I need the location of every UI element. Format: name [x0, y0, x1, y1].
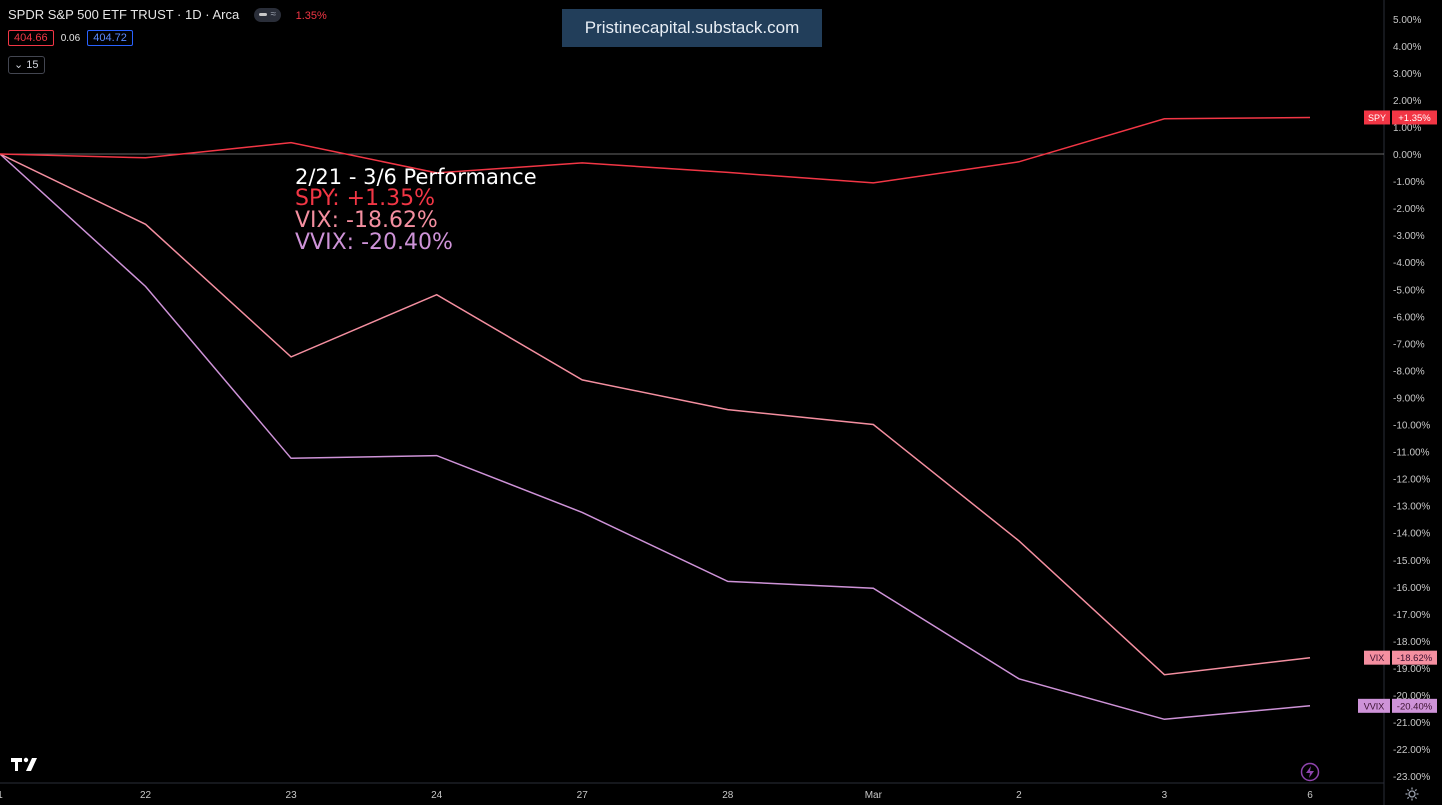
y-tick-label: -3.00%	[1393, 231, 1425, 242]
symbol-title[interactable]: SPDR S&P 500 ETF TRUST · 1D · Arca	[8, 7, 240, 22]
y-tick-label: -7.00%	[1393, 339, 1425, 350]
y-tick-label: -4.00%	[1393, 258, 1425, 269]
series-name-tag: SPY	[1368, 113, 1386, 123]
chevron-down-icon: ⌄	[14, 59, 24, 71]
y-tick-label: -12.00%	[1393, 475, 1430, 486]
series-name-tag-bg	[1358, 698, 1390, 713]
y-tick-label: -20.00%	[1393, 691, 1430, 702]
dash-icon	[258, 12, 267, 16]
y-tick-label: 3.00%	[1393, 69, 1421, 80]
y-tick-label: -14.00%	[1393, 529, 1430, 540]
series-value-tag: -18.62%	[1397, 653, 1433, 664]
series-value-tag-bg	[1392, 698, 1437, 713]
x-tick-label: 1	[0, 790, 3, 801]
y-tick-label: -13.00%	[1393, 502, 1430, 513]
y-tick-label: -17.00%	[1393, 610, 1430, 621]
y-tick-label: -2.00%	[1393, 204, 1425, 215]
series-value-tag: +1.35%	[1398, 113, 1431, 124]
buy-price-button[interactable]: 404.72	[87, 30, 133, 46]
y-tick-label: -16.00%	[1393, 583, 1430, 594]
price-change: 1.35%	[295, 10, 327, 22]
y-tick-label: 4.00%	[1393, 42, 1421, 53]
y-tick-label: -11.00%	[1393, 448, 1430, 459]
indicators-toggle[interactable]: ⌄ 15	[8, 56, 45, 74]
x-tick-label: 23	[286, 790, 298, 801]
performance-annotation: 2/21 - 3/6 Performance SPY: +1.35% VIX: …	[295, 166, 537, 254]
y-tick-label: 0.00%	[1393, 150, 1421, 161]
y-tick-label: 1.00%	[1393, 123, 1421, 134]
indicator-count: 15	[26, 59, 39, 71]
annotation-title: 2/21 - 3/6 Performance	[295, 165, 537, 189]
lightning-icon[interactable]	[1300, 762, 1320, 782]
x-tick-label: 6	[1307, 790, 1313, 801]
series-line-vix	[0, 153, 1311, 676]
price-row: 404.66 0.06 404.72	[8, 30, 133, 46]
x-tick-label: 2	[1016, 790, 1022, 801]
spread-value: 0.06	[60, 33, 81, 44]
badge-symbol: ≈	[270, 8, 277, 20]
series-value-tag: -20.40%	[1397, 701, 1433, 712]
y-tick-label: -23.00%	[1393, 772, 1430, 783]
y-tick-label: -22.00%	[1393, 745, 1430, 756]
annotation-vvix: VVIX: -20.40%	[295, 230, 453, 255]
y-tick-label: 2.00%	[1393, 96, 1421, 107]
settings-gear-icon[interactable]	[1405, 787, 1419, 801]
series-name-tag: VVIX	[1364, 701, 1385, 711]
series-value-tag-bg	[1392, 650, 1437, 665]
y-tick-label: -18.00%	[1393, 637, 1430, 648]
y-tick-label: -6.00%	[1393, 312, 1425, 323]
y-tick-label: -5.00%	[1393, 285, 1425, 296]
watermark-banner: Pristinecapital.substack.com	[562, 9, 822, 47]
series-value-tag-bg	[1392, 110, 1437, 125]
tradingview-logo-icon[interactable]	[10, 756, 40, 772]
chart-type-badge[interactable]: ≈	[253, 7, 282, 22]
sell-price-button[interactable]: 404.66	[8, 30, 54, 46]
x-tick-label: 22	[140, 790, 152, 801]
x-tick-label: 27	[577, 790, 589, 801]
series-line-spy	[0, 116, 1311, 184]
x-tick-label: 24	[431, 790, 443, 801]
symbol-header: SPDR S&P 500 ETF TRUST · 1D · Arca ≈ 1.3…	[8, 6, 327, 24]
y-tick-label: -8.00%	[1393, 366, 1425, 377]
series-name-tag-bg	[1364, 110, 1390, 125]
y-tick-label: -1.00%	[1393, 177, 1425, 188]
y-tick-label: -9.00%	[1393, 393, 1425, 404]
x-tick-label: 28	[722, 790, 734, 801]
series-name-tag: VIX	[1370, 653, 1385, 663]
y-tick-label: -19.00%	[1393, 664, 1430, 675]
annotation-spy: SPY: +1.35%	[295, 186, 435, 211]
y-tick-label: 5.00%	[1393, 15, 1421, 26]
x-tick-label: Mar	[865, 790, 883, 801]
y-tick-label: -21.00%	[1393, 718, 1430, 729]
series-name-tag-bg	[1364, 650, 1390, 665]
annotation-vix: VIX: -18.62%	[295, 208, 438, 233]
series-line-vvix	[0, 153, 1311, 721]
y-tick-label: -10.00%	[1393, 421, 1430, 432]
y-tick-label: -15.00%	[1393, 556, 1430, 567]
x-tick-label: 3	[1162, 790, 1168, 801]
